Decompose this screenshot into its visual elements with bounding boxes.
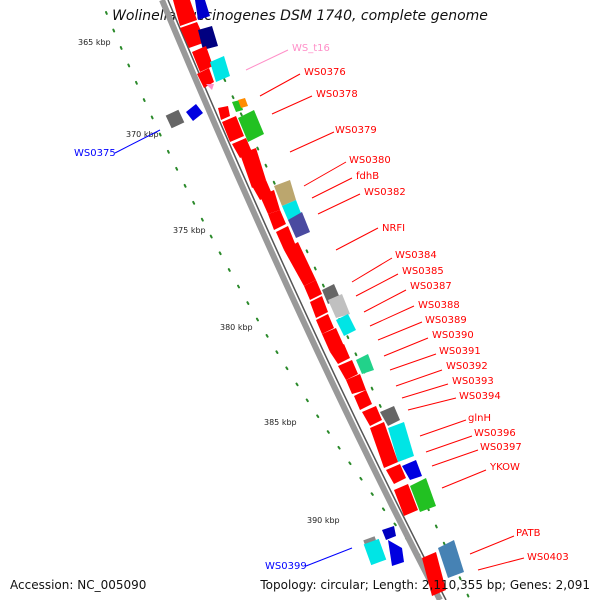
gene-label-fdhB: fdhB bbox=[356, 171, 379, 182]
gene-label-NRFI: NRFI bbox=[382, 223, 405, 234]
reverse-strand-genes bbox=[165, 104, 404, 566]
outer-ring bbox=[215, 61, 471, 600]
gene-label-glnH: glnH bbox=[468, 413, 491, 424]
gene-label-WS0394: WS0394 bbox=[459, 391, 501, 402]
gene-label-WS0399: WS0399 bbox=[265, 561, 307, 572]
gene-label-WS0390: WS0390 bbox=[432, 330, 474, 341]
backbone-shadow bbox=[167, 0, 447, 600]
tick-ring bbox=[105, 11, 453, 595]
tick-label-370: 370 kbp bbox=[126, 130, 159, 139]
gene-label-PATB: PATB bbox=[516, 528, 541, 539]
gene-label-WS0382: WS0382 bbox=[364, 187, 406, 198]
gene-label-WS0393: WS0393 bbox=[452, 376, 494, 387]
accession-text: Accession: NC_005090 bbox=[10, 578, 147, 592]
gene-label-WS0385: WS0385 bbox=[402, 266, 444, 277]
tick-label-380: 380 kbp bbox=[220, 323, 253, 332]
tick-label-365: 365 kbp bbox=[78, 38, 111, 47]
gene-label-WS0389: WS0389 bbox=[425, 315, 467, 326]
leader-lines bbox=[114, 49, 525, 571]
backbone-line bbox=[159, 0, 443, 600]
gene-label-YKOW: YKOW bbox=[489, 462, 520, 473]
gene-label-WS0380: WS0380 bbox=[349, 155, 391, 166]
tick-label-385: 385 kbp bbox=[264, 418, 297, 427]
gene-label-WS_t16: WS_t16 bbox=[292, 43, 330, 54]
gene-label-WS0384: WS0384 bbox=[395, 250, 437, 261]
gene-label-WS0397: WS0397 bbox=[480, 442, 522, 453]
gene-label-WS0388: WS0388 bbox=[418, 300, 460, 311]
gene-label-WS0387: WS0387 bbox=[410, 281, 452, 292]
tick-label-390: 390 kbp bbox=[307, 516, 340, 525]
gene-label-WS0375: WS0375 bbox=[74, 148, 116, 159]
gene-labels: WS_t16 WS0376 WS0378 WS0375 WS0379 WS038… bbox=[74, 43, 569, 572]
tick-label-375: 375 kbp bbox=[173, 226, 206, 235]
tick-labels: 365 kbp 370 kbp 375 kbp 380 kbp 385 kbp … bbox=[78, 38, 340, 525]
gene-label-WS0379: WS0379 bbox=[335, 125, 377, 136]
gene-label-WS0396: WS0396 bbox=[474, 428, 516, 439]
topology-text: Topology: circular; Length: 2,110,355 bp… bbox=[260, 578, 590, 592]
gene-label-WS0378: WS0378 bbox=[316, 89, 358, 100]
gene-label-WS0376: WS0376 bbox=[304, 67, 346, 78]
forward-strand-genes bbox=[173, 0, 464, 596]
gene-label-WS0391: WS0391 bbox=[439, 346, 481, 357]
gene-label-WS0403: WS0403 bbox=[527, 552, 569, 563]
gene-label-WS0392: WS0392 bbox=[446, 361, 488, 372]
